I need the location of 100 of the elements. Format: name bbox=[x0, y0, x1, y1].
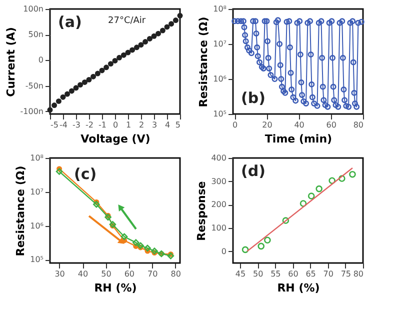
x-tick-label: -5 bbox=[50, 120, 58, 130]
y-tick-label: 10⁶ bbox=[213, 74, 226, 84]
point bbox=[258, 242, 264, 250]
x-tick-label: 0 bbox=[232, 120, 238, 130]
point bbox=[73, 85, 79, 91]
point bbox=[172, 18, 178, 23]
x-tick-label: 40 bbox=[78, 270, 88, 278]
y-tick-label: 10⁵ bbox=[30, 255, 44, 264]
x-axis-title: RH (%) bbox=[277, 282, 320, 294]
x-tick-label: 80 bbox=[170, 270, 181, 278]
point bbox=[156, 30, 162, 36]
x-tick-label: 2 bbox=[138, 120, 144, 130]
x-tick-label: 40 bbox=[294, 120, 304, 130]
point bbox=[151, 248, 158, 254]
point bbox=[160, 28, 166, 34]
x-tick-label: 65 bbox=[306, 270, 316, 278]
point bbox=[300, 200, 307, 207]
point bbox=[144, 244, 151, 252]
x-tick-label: 30 bbox=[54, 270, 65, 278]
point bbox=[137, 242, 144, 250]
point bbox=[60, 94, 66, 100]
point bbox=[168, 21, 174, 27]
x-tick-label: 1 bbox=[126, 120, 132, 130]
y-axis-title: Resistance (Ω) bbox=[197, 16, 210, 108]
x-tick-label: 0 bbox=[112, 120, 118, 130]
point bbox=[86, 76, 92, 82]
x-tick-label: 70 bbox=[323, 270, 334, 278]
point bbox=[338, 175, 346, 182]
point bbox=[164, 24, 170, 30]
point bbox=[167, 252, 174, 260]
x-tick-label: 4 bbox=[164, 120, 170, 130]
y-tick-label: 400 bbox=[211, 154, 226, 162]
x-tick-label: 80 bbox=[353, 120, 364, 130]
y-tick-label: 10⁶ bbox=[30, 221, 44, 230]
y-tick-label: 100 bbox=[211, 224, 226, 232]
point bbox=[120, 52, 126, 58]
point bbox=[112, 58, 118, 64]
point bbox=[264, 236, 271, 244]
point bbox=[56, 98, 62, 104]
x-tick-label: -3 bbox=[72, 120, 80, 130]
point bbox=[64, 91, 70, 97]
point bbox=[151, 33, 157, 39]
x-tick-label: 50 bbox=[101, 270, 112, 278]
point bbox=[132, 239, 140, 246]
point bbox=[90, 74, 96, 80]
point bbox=[104, 214, 112, 221]
point bbox=[93, 200, 100, 208]
point bbox=[328, 177, 336, 184]
x-tick-label: 60 bbox=[288, 270, 298, 278]
point bbox=[99, 68, 105, 74]
y-tick-label: 10⁵ bbox=[213, 110, 226, 118]
point bbox=[120, 233, 128, 240]
y-tick-label: -50n bbox=[25, 81, 44, 90]
annotation: (b) bbox=[241, 89, 266, 107]
point bbox=[134, 44, 140, 50]
point bbox=[146, 36, 152, 42]
y-axis-title: Resistance (Ω) bbox=[14, 166, 28, 256]
x-axis-title: Time (min) bbox=[264, 132, 332, 146]
point bbox=[52, 102, 58, 108]
y-tick-label: 10⁸ bbox=[30, 154, 44, 162]
x-tick-label: 70 bbox=[148, 270, 158, 278]
x-tick-label: 50 bbox=[253, 270, 264, 278]
x-tick-label: 5 bbox=[175, 120, 180, 130]
point bbox=[308, 192, 315, 200]
y-tick-label: 10⁸ bbox=[213, 4, 226, 14]
x-tick-label: 75 bbox=[340, 270, 352, 278]
annotation: 27°C/Air bbox=[108, 16, 146, 26]
y-tick-label: 100n bbox=[23, 4, 44, 14]
x-tick-label: 45 bbox=[235, 270, 246, 278]
point bbox=[316, 185, 322, 192]
x-axis-title: Voltage (V) bbox=[80, 132, 150, 146]
point bbox=[138, 42, 144, 48]
point bbox=[108, 61, 114, 67]
point bbox=[282, 217, 290, 224]
point bbox=[82, 80, 88, 85]
x-axis-title: RH (%) bbox=[94, 282, 137, 294]
y-tick-label: 10⁷ bbox=[213, 40, 226, 48]
x-tick-label: 3 bbox=[152, 120, 158, 130]
x-tick-label: 80 bbox=[353, 270, 364, 278]
y-axis-title: Response bbox=[195, 181, 208, 241]
x-tick-label: 55 bbox=[270, 270, 281, 278]
annotation: (c) bbox=[74, 165, 97, 183]
y-tick-label: 50n bbox=[28, 30, 44, 40]
point bbox=[116, 54, 122, 60]
y-tick-label: 0 bbox=[38, 56, 44, 65]
y-axis-title: Current (A) bbox=[4, 27, 18, 97]
annotation: (d) bbox=[241, 162, 266, 180]
point bbox=[78, 82, 84, 88]
point bbox=[177, 12, 183, 18]
x-tick-label: 20 bbox=[262, 120, 272, 130]
x-tick-label: 60 bbox=[124, 270, 135, 278]
y-tick-label: 10⁷ bbox=[30, 187, 44, 196]
annotation: (a) bbox=[58, 13, 82, 31]
point bbox=[68, 88, 74, 94]
x-tick-label: -1 bbox=[98, 120, 106, 130]
y-tick-label: 300 bbox=[211, 176, 226, 186]
point bbox=[94, 70, 100, 76]
point bbox=[242, 246, 249, 254]
point bbox=[56, 168, 63, 175]
y-tick-label: 0 bbox=[221, 246, 226, 256]
